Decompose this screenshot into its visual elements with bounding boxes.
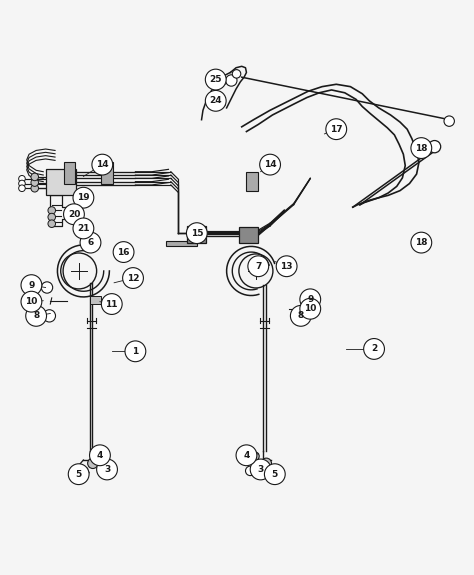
Circle shape	[251, 452, 259, 461]
Text: 21: 21	[77, 224, 90, 233]
Text: 24: 24	[210, 97, 222, 105]
Circle shape	[260, 154, 281, 175]
Circle shape	[205, 69, 226, 90]
Text: 18: 18	[415, 144, 428, 152]
Text: 25: 25	[210, 75, 222, 84]
Circle shape	[264, 464, 285, 485]
Circle shape	[291, 305, 311, 326]
Circle shape	[205, 90, 226, 111]
Bar	[239, 228, 258, 243]
Bar	[91, 297, 101, 304]
Circle shape	[73, 218, 94, 239]
Circle shape	[113, 242, 134, 262]
Text: 10: 10	[304, 304, 317, 313]
Circle shape	[93, 452, 102, 461]
Text: 20: 20	[68, 210, 80, 218]
Circle shape	[123, 267, 144, 289]
Circle shape	[18, 185, 25, 191]
Circle shape	[43, 310, 55, 322]
Circle shape	[48, 220, 55, 228]
Text: 12: 12	[127, 274, 139, 282]
Circle shape	[302, 294, 314, 306]
Circle shape	[300, 289, 320, 310]
Circle shape	[186, 223, 207, 244]
Text: 8: 8	[33, 311, 39, 320]
Text: 9: 9	[28, 281, 35, 290]
Circle shape	[31, 179, 38, 186]
Circle shape	[31, 185, 38, 192]
Text: 15: 15	[191, 229, 203, 237]
Circle shape	[18, 175, 25, 182]
Circle shape	[226, 75, 237, 86]
Text: 3: 3	[104, 465, 110, 474]
Circle shape	[125, 341, 146, 362]
Circle shape	[411, 232, 432, 253]
Text: 19: 19	[77, 193, 90, 202]
Text: 11: 11	[106, 300, 118, 309]
Text: 6: 6	[87, 238, 94, 247]
Circle shape	[246, 466, 255, 476]
Circle shape	[236, 445, 257, 466]
Text: 5: 5	[272, 470, 278, 478]
Circle shape	[428, 140, 441, 153]
Circle shape	[31, 173, 38, 181]
Bar	[64, 162, 75, 183]
Text: 13: 13	[281, 262, 293, 271]
Circle shape	[88, 458, 98, 469]
Circle shape	[326, 119, 346, 140]
Circle shape	[248, 256, 269, 277]
Text: 7: 7	[255, 262, 262, 271]
Circle shape	[92, 154, 113, 175]
Bar	[46, 170, 76, 196]
Text: 4: 4	[243, 451, 250, 460]
Circle shape	[364, 339, 384, 359]
Text: 1: 1	[132, 347, 138, 356]
Circle shape	[261, 458, 272, 469]
Text: 3: 3	[257, 465, 264, 474]
Circle shape	[411, 137, 432, 159]
Circle shape	[250, 459, 271, 480]
Circle shape	[97, 459, 118, 480]
Text: 18: 18	[415, 238, 428, 247]
Circle shape	[68, 464, 89, 485]
Circle shape	[26, 305, 46, 326]
Bar	[101, 162, 113, 183]
Circle shape	[18, 180, 25, 187]
Circle shape	[444, 116, 455, 126]
Circle shape	[73, 466, 82, 476]
Text: 8: 8	[298, 311, 304, 320]
Circle shape	[90, 445, 110, 466]
Circle shape	[48, 206, 55, 214]
Circle shape	[101, 294, 122, 315]
Text: 14: 14	[264, 160, 276, 169]
Text: 5: 5	[75, 470, 82, 478]
Circle shape	[276, 256, 297, 277]
Circle shape	[21, 292, 42, 312]
Bar	[246, 172, 258, 191]
Circle shape	[232, 70, 241, 78]
Bar	[187, 226, 206, 243]
Circle shape	[80, 232, 101, 253]
Circle shape	[21, 275, 42, 296]
Circle shape	[64, 204, 84, 225]
Text: 10: 10	[25, 297, 37, 306]
Circle shape	[41, 282, 53, 293]
Circle shape	[300, 298, 320, 319]
Text: 4: 4	[97, 451, 103, 460]
Text: 14: 14	[96, 160, 109, 169]
Text: 9: 9	[307, 295, 313, 304]
Text: 16: 16	[118, 248, 130, 256]
Circle shape	[295, 310, 308, 322]
Bar	[166, 241, 197, 246]
Circle shape	[48, 213, 55, 221]
Text: 2: 2	[371, 344, 377, 354]
Text: 17: 17	[330, 125, 343, 133]
Circle shape	[73, 187, 94, 208]
